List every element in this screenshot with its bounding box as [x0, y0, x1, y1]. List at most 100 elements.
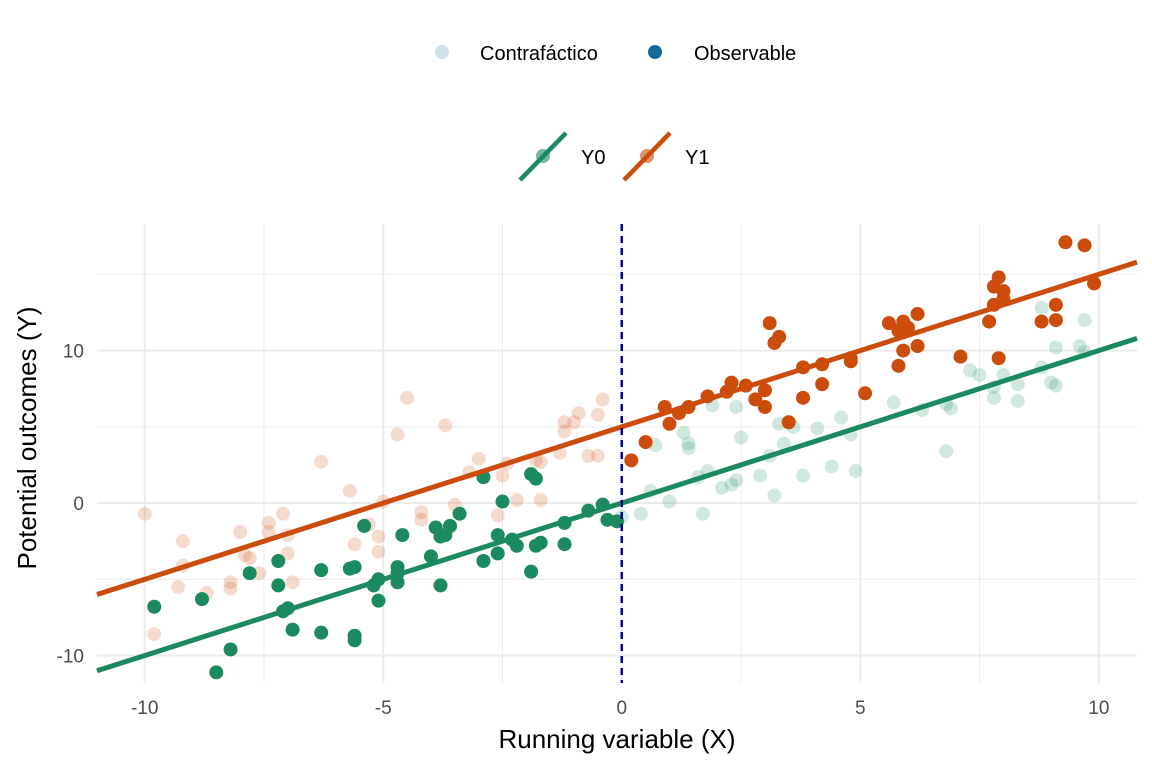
point-y1-counterfactual [567, 415, 582, 430]
point-y0-counterfactual [886, 395, 901, 410]
point-y1-counterfactual [533, 493, 548, 508]
point-y0-observable [285, 622, 300, 637]
point-y0-counterfactual [714, 480, 729, 495]
legend-counterfactual-label: Contrafáctico [480, 43, 598, 65]
point-y0-observable [314, 563, 329, 578]
point-y0-counterfactual [1072, 338, 1087, 353]
point-y1-counterfactual [285, 575, 300, 590]
point-y0-observable [490, 546, 505, 561]
point-y0-observable [610, 514, 624, 529]
x-tick-label: -10 [131, 698, 158, 719]
point-y0-counterfactual [676, 425, 691, 440]
point-y1-counterfactual [175, 534, 190, 549]
point-y1-observable [991, 351, 1006, 366]
point-y0-observable [347, 633, 362, 648]
point-y0-observable [223, 642, 238, 657]
point-y1-observable [662, 416, 677, 431]
point-y1-counterfactual [242, 550, 257, 565]
point-y1-observable [1058, 235, 1073, 250]
point-y1-counterfactual [171, 579, 186, 594]
point-y1-counterfactual [414, 512, 429, 527]
point-y0-observable [443, 518, 458, 533]
point-y0-observable [452, 506, 467, 521]
grid [97, 224, 1137, 683]
point-y1-counterfactual [557, 424, 572, 439]
point-y0-observable [209, 665, 224, 680]
fit-line-y1 [96, 259, 1138, 597]
point-y1-observable [762, 316, 777, 331]
point-y0-counterfactual [729, 399, 744, 414]
point-y1-observable [996, 284, 1011, 299]
point-y1-counterfactual [509, 493, 524, 508]
point-y0-counterfactual [767, 488, 782, 503]
point-y0-counterfactual [729, 473, 744, 488]
point-y1-counterfactual [400, 390, 415, 405]
point-y0-counterfactual [796, 468, 811, 483]
point-y1-observable [901, 320, 916, 335]
legend-counterfactual-key [435, 45, 449, 59]
point-y1-counterfactual [590, 448, 605, 463]
axis-ticks: -10 -5 0 5 10 -10 0 10 [57, 342, 1110, 719]
plot-marks [96, 224, 1138, 683]
point-y1-counterfactual [371, 529, 386, 544]
point-y0-observable [495, 494, 510, 509]
point-y0-counterfactual [681, 441, 696, 456]
point-y1-counterfactual [557, 415, 572, 430]
point-y1-observable [757, 383, 772, 398]
point-y1-observable [638, 435, 653, 450]
point-y0-counterfactual [734, 430, 749, 445]
point-y1-counterfactual [571, 406, 586, 421]
point-y1-counterfactual [595, 392, 610, 407]
point-y1-observable [757, 399, 772, 414]
point-y0-counterfactual [681, 436, 696, 451]
point-y1-counterfactual [490, 508, 505, 523]
point-y0-observable [533, 535, 548, 550]
point-y1-counterfactual [237, 547, 252, 562]
point-y1-observable [1048, 313, 1063, 328]
point-y0-counterfactual [963, 363, 978, 378]
legend-y0-label: Y0 [581, 147, 605, 169]
point-y1-observable [815, 377, 830, 392]
point-y1-observable [1087, 276, 1102, 291]
y-tick-label: -10 [57, 647, 84, 668]
point-y1-counterfactual [280, 546, 295, 561]
point-y1-observable [724, 375, 739, 390]
point-y0-counterfactual [662, 494, 677, 509]
point-y0-counterfactual [753, 468, 768, 483]
point-y0-counterfactual [972, 367, 987, 382]
point-y1-counterfactual [590, 407, 605, 422]
point-y0-counterfactual [1010, 393, 1025, 408]
point-y0-observable [433, 578, 448, 593]
x-tick-label: 0 [616, 698, 627, 719]
point-y0-observable [423, 549, 438, 564]
point-y0-counterfactual [939, 444, 954, 459]
point-y1-counterfactual [223, 581, 238, 596]
point-y0-observable [476, 554, 491, 569]
point-y0-counterfactual [824, 459, 839, 474]
point-y0-counterfactual [848, 464, 863, 479]
point-y1-counterfactual [261, 525, 276, 540]
point-y0-observable [147, 599, 162, 614]
point-y0-observable [509, 538, 524, 553]
point-y1-counterfactual [414, 505, 429, 520]
point-y1-observable [858, 386, 873, 401]
point-y0-observable [271, 554, 286, 569]
point-y1-observable [624, 453, 639, 468]
point-y0-counterfactual [1048, 378, 1063, 393]
point-y0-counterfactual [1048, 340, 1063, 355]
point-y0-observable [314, 625, 329, 640]
x-axis-title: Running variable (X) [498, 724, 735, 754]
point-y0-counterfactual [1010, 377, 1025, 392]
point-y1-counterfactual [342, 483, 357, 498]
point-y1-counterfactual [261, 515, 276, 530]
legend-y1-key [640, 149, 654, 163]
point-y1-counterfactual [314, 454, 329, 469]
point-y1-counterfactual [371, 544, 386, 559]
point-y0-observable [357, 518, 372, 533]
x-tick-label: 5 [855, 698, 866, 719]
point-y1-observable [891, 358, 906, 373]
y-axis-title: Potential outcomes (Y) [12, 306, 42, 569]
point-y1-counterfactual [276, 506, 291, 521]
point-y0-counterfactual [776, 436, 791, 451]
